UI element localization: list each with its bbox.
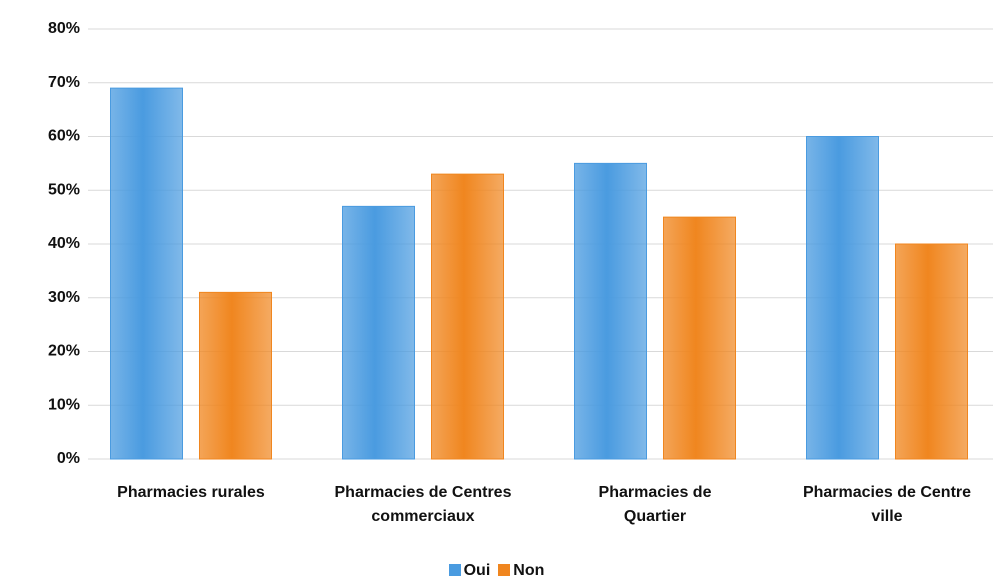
y-tick-label: 30% — [48, 289, 80, 306]
x-tick-label: Pharmacies rurales — [117, 484, 265, 501]
legend-item: Oui — [448, 562, 491, 580]
legend-item: Non — [498, 562, 544, 580]
y-tick-label: 0% — [57, 450, 80, 467]
bar — [342, 205, 415, 460]
bar — [806, 136, 879, 460]
y-tick-label: 20% — [48, 343, 80, 360]
legend: Oui Non — [0, 562, 993, 580]
x-tick-label: Pharmacies de Centres commerciaux — [334, 484, 512, 525]
legend-swatch — [448, 564, 461, 576]
bar — [574, 162, 647, 460]
y-tick-label: 80% — [48, 20, 80, 37]
bar — [895, 243, 968, 460]
y-tick-label: 70% — [48, 74, 80, 91]
y-tick-label: 60% — [48, 128, 80, 145]
x-tick-label: Pharmacies de Centre ville — [802, 484, 972, 525]
x-tick-label: Pharmacies de Quartier — [598, 484, 712, 525]
bar — [663, 216, 736, 460]
y-tick-label: 50% — [48, 181, 80, 198]
legend-label: Non — [513, 562, 545, 579]
bar — [431, 173, 504, 460]
legend-swatch — [498, 564, 511, 576]
legend-label: Oui — [463, 562, 491, 579]
bar — [199, 291, 272, 460]
y-tick-label: 10% — [48, 396, 80, 413]
bar — [110, 87, 183, 460]
y-tick-label: 40% — [48, 235, 80, 252]
